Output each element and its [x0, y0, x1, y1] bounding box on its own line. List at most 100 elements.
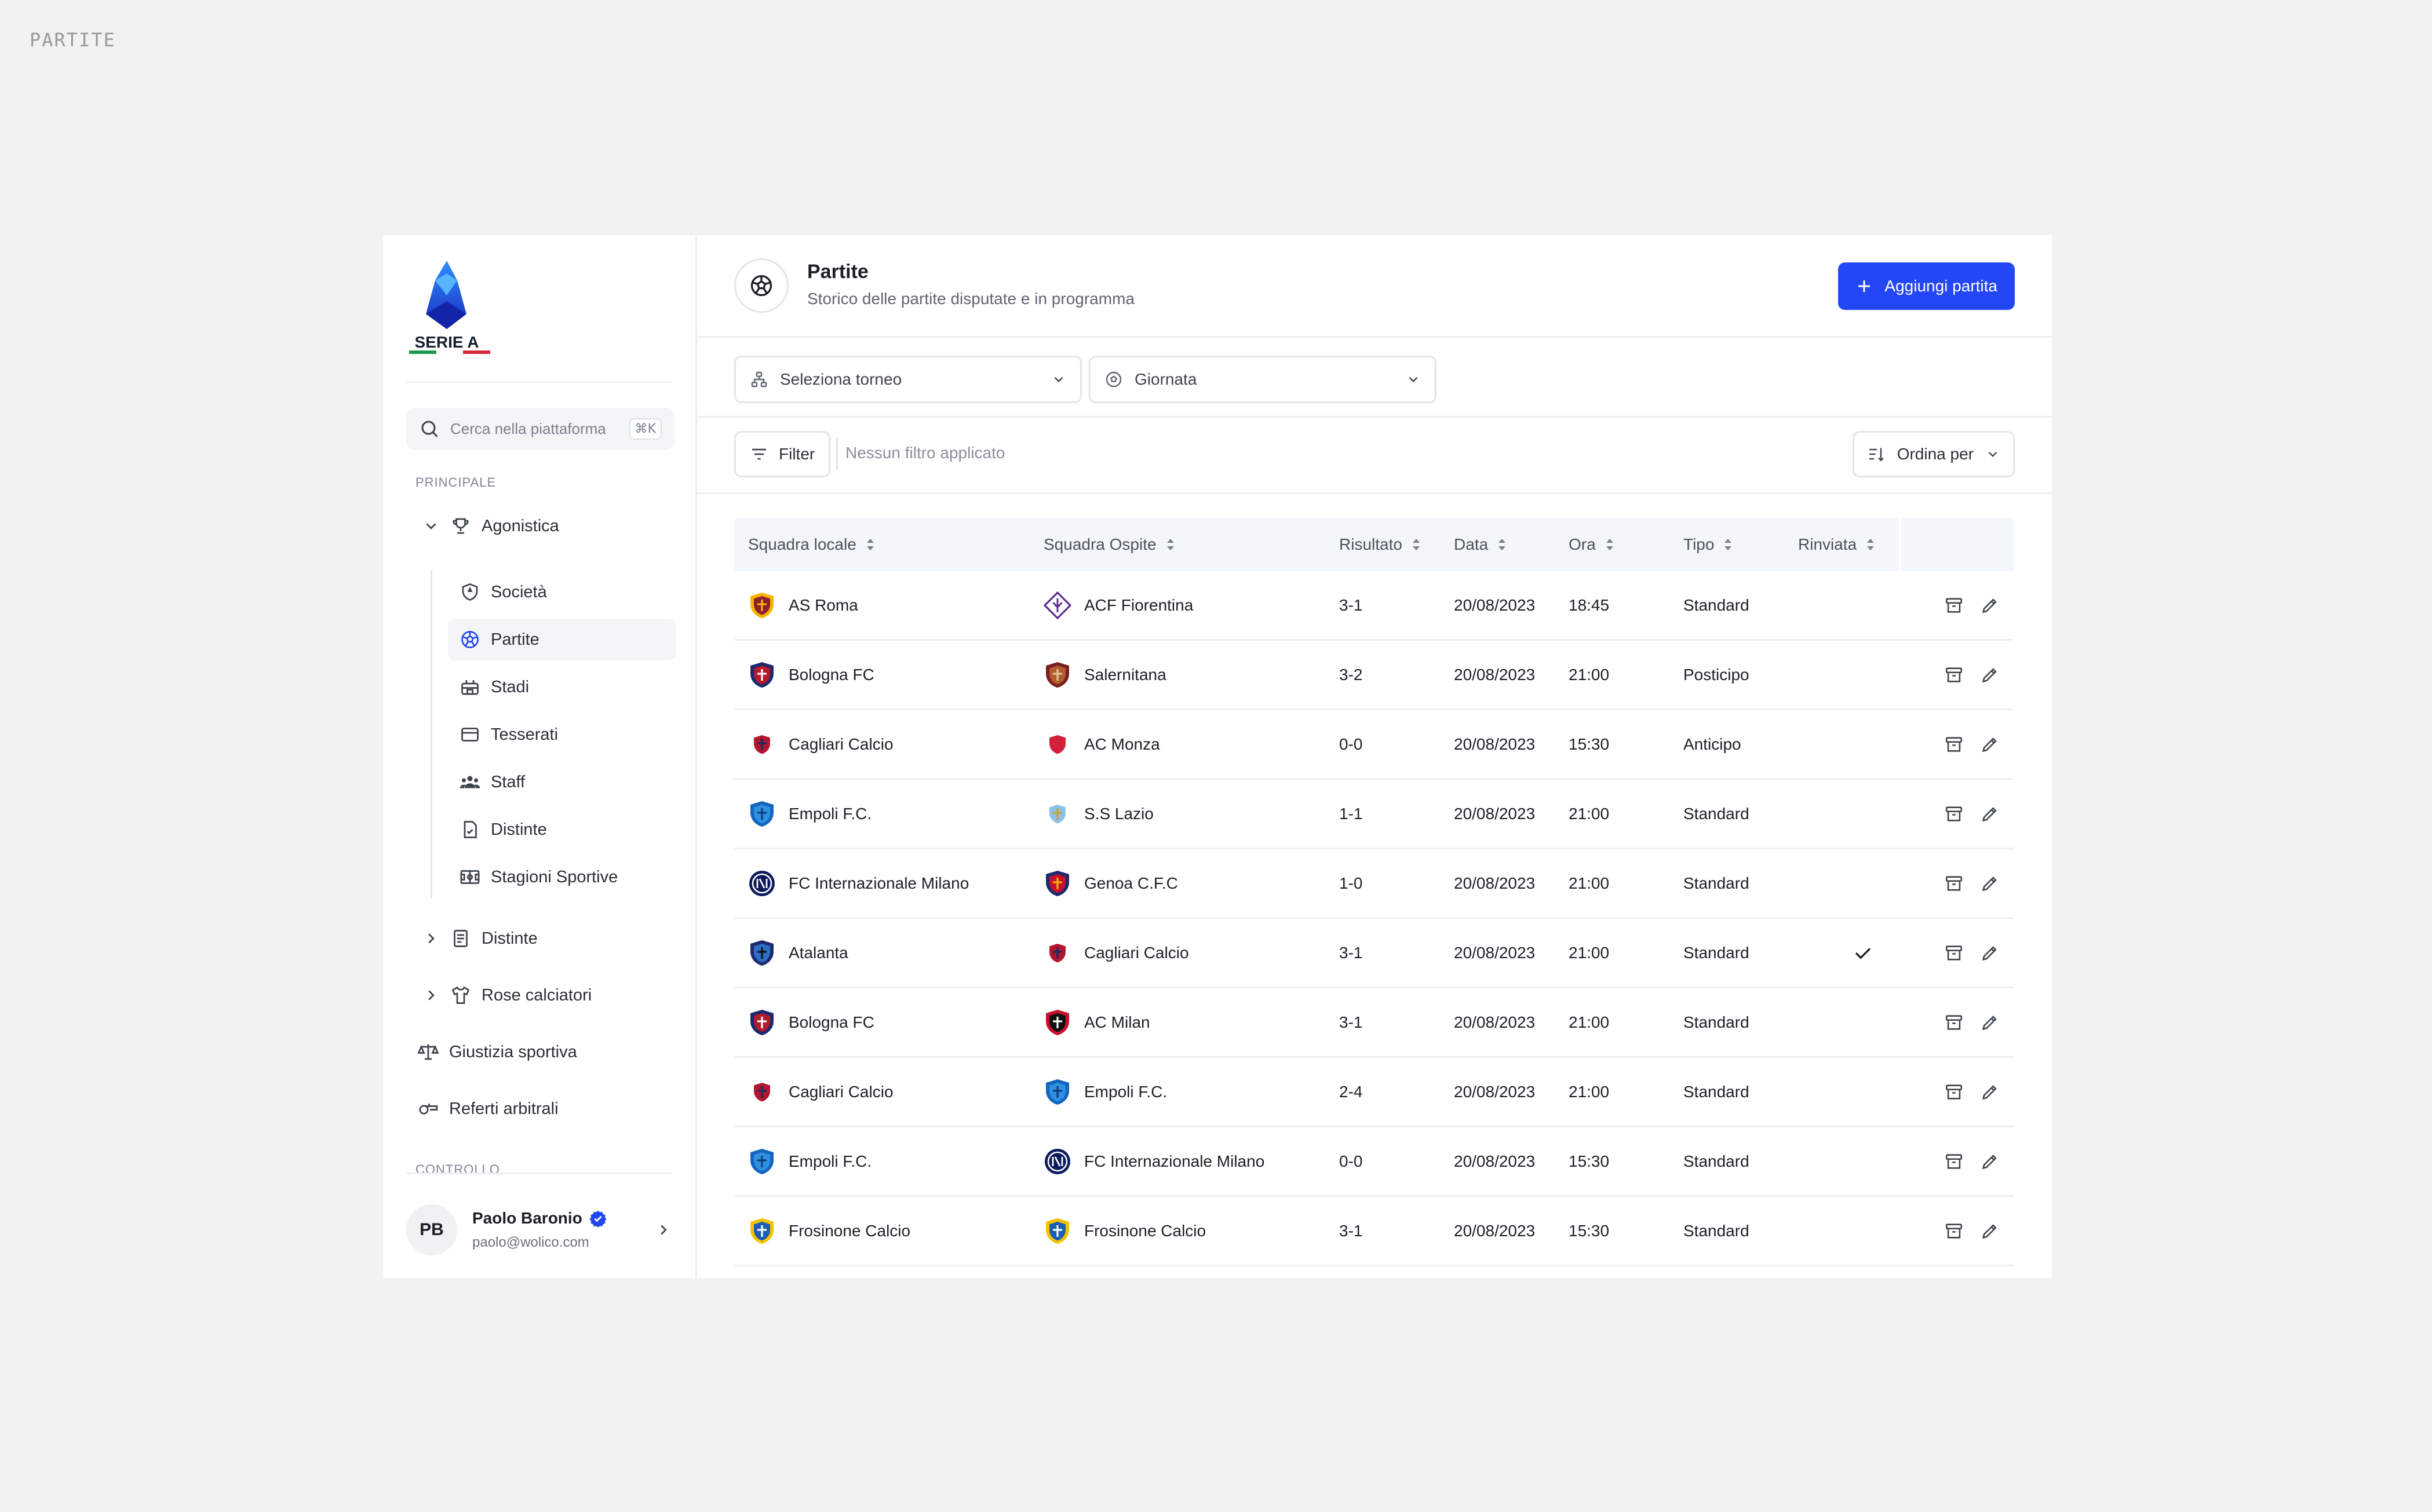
plus-icon [1858, 280, 1871, 292]
nav-tesserati-label: Tesserati [491, 725, 559, 744]
nav-rose-calciatori[interactable]: Rose calciatori [422, 974, 592, 1016]
check-icon [1855, 947, 1871, 959]
tournament-select[interactable]: Seleziona torneo [734, 356, 1082, 403]
table-row[interactable]: Empoli F.C. FC Internazionale Milano 0-0… [734, 1127, 2014, 1197]
away-team-name: AC Milan [1084, 1013, 1150, 1031]
col-header-away[interactable]: Squadra Ospite [1044, 518, 1177, 571]
date-cell: 20/08/2023 [1454, 804, 1536, 823]
soccer-ball-icon [750, 275, 772, 297]
brand-tricolor [409, 350, 491, 354]
search-input[interactable]: Cerca nella piattaforma [450, 419, 606, 437]
edit-button[interactable] [1980, 571, 2000, 639]
archive-button[interactable] [1944, 1127, 1964, 1195]
table-row[interactable]: Cagliari Calcio Empoli F.C. 2-4 20/08/20… [734, 1058, 2014, 1127]
pencil-icon [1982, 737, 1997, 752]
sort-arrows-icon [1166, 539, 1174, 550]
archive-button[interactable] [1944, 641, 1964, 708]
matchday-select[interactable]: Giornata [1089, 356, 1436, 403]
table-row[interactable]: Atalanta Cagliari Calcio 3-1 20/08/2023 … [734, 919, 2014, 988]
edit-button[interactable] [1980, 988, 2000, 1056]
date-cell: 20/08/2023 [1454, 735, 1536, 753]
archive-button[interactable] [1944, 988, 1964, 1056]
archive-button[interactable] [1944, 780, 1964, 848]
edit-button[interactable] [1980, 1058, 2000, 1126]
result-cell: 3-1 [1339, 943, 1363, 962]
nav-giustizia-sportiva[interactable]: Giustizia sportiva [418, 1031, 577, 1073]
archive-button[interactable] [1944, 919, 1964, 987]
verified-badge-icon [589, 1210, 607, 1227]
serie-a-logo[interactable]: SERIE A [409, 261, 495, 359]
platform-search[interactable]: Cerca nella piattaforma ⌘K [406, 408, 674, 450]
sort-arrows-icon [866, 539, 874, 550]
nav-staff-label: Staff [491, 772, 526, 791]
nav-rose-label: Rose calciatori [482, 985, 592, 1005]
edit-button[interactable] [1980, 710, 2000, 778]
sort-button[interactable]: Ordina per [1852, 431, 2015, 477]
edit-button[interactable] [1980, 1127, 2000, 1195]
nav-partite[interactable]: Partite [448, 619, 676, 660]
col-header-postponed[interactable]: Rinviata [1798, 518, 1877, 571]
edit-button[interactable] [1980, 780, 2000, 848]
edit-button[interactable] [1980, 849, 2000, 917]
table-row[interactable]: Frosinone Calcio Frosinone Calcio 3-1 20… [734, 1197, 2014, 1266]
nav-distinte-sub[interactable]: Distinte [448, 809, 676, 850]
nav-stagioni[interactable]: Stagioni Sportive [448, 856, 676, 898]
chevron-right-icon[interactable] [655, 1221, 672, 1239]
chevron-right-icon [428, 933, 435, 944]
away-team-cell: AC Milan [1044, 988, 1150, 1056]
nav-societa[interactable]: Società [448, 571, 676, 613]
user-profile[interactable]: PB Paolo Baronio paolo@wolico.com [406, 1198, 672, 1262]
home-team-name: Frosinone Calcio [789, 1221, 911, 1240]
nav-stadi[interactable]: Stadi [448, 666, 676, 708]
archive-button[interactable] [1944, 849, 1964, 917]
nav-staff[interactable]: Staff [448, 761, 676, 803]
date-cell: 20/08/2023 [1454, 1221, 1536, 1240]
pitch-icon [460, 870, 480, 884]
home-team-cell: Cagliari Calcio [748, 710, 894, 778]
nav-distinte[interactable]: Distinte [422, 918, 538, 959]
avatar: PB [406, 1204, 457, 1255]
nav-distinte-sub-label: Distinte [491, 820, 547, 839]
postponed-cell [1853, 919, 1873, 987]
col-header-type[interactable]: Tipo [1683, 518, 1735, 571]
archive-button[interactable] [1944, 1197, 1964, 1265]
away-team-name: Frosinone Calcio [1084, 1221, 1206, 1240]
archive-button[interactable] [1944, 571, 1964, 639]
chevron-down-icon [426, 523, 436, 529]
table-row[interactable]: Empoli F.C. S.S Lazio 1-1 20/08/2023 21:… [734, 780, 2014, 849]
nav-tesserati[interactable]: Tesserati [448, 714, 676, 755]
col-header-time[interactable]: Ora [1569, 518, 1617, 571]
frosinone-crest-icon [750, 1218, 774, 1244]
edit-button[interactable] [1980, 1197, 2000, 1265]
table-row[interactable]: FC Internazionale Milano Genoa C.F.C 1-0… [734, 849, 2014, 919]
app-window: SERIE A Cerca nella piattaforma ⌘K PRINC… [383, 235, 2052, 1278]
col-header-home[interactable]: Squadra locale [748, 518, 877, 571]
col-header-result[interactable]: Risultato [1339, 518, 1423, 571]
nav-referti-label: Referti arbitrali [449, 1099, 559, 1118]
nav-referti-arbitrali[interactable]: Referti arbitrali [418, 1088, 559, 1130]
search-icon [421, 421, 438, 437]
table-row[interactable]: Bologna FC AC Milan 3-1 20/08/2023 21:00… [734, 988, 2014, 1058]
filter-lines-icon [752, 448, 766, 460]
table-row[interactable]: Bologna FC Salernitana 3-2 20/08/2023 21… [734, 641, 2014, 710]
table-row[interactable]: AS Roma ACF Fiorentina 3-1 20/08/2023 18… [734, 571, 2014, 641]
brand-name: SERIE A [415, 333, 479, 351]
home-team-cell: Atalanta [748, 919, 848, 987]
edit-button[interactable] [1980, 919, 2000, 987]
edit-button[interactable] [1980, 641, 2000, 708]
away-team-name: Cagliari Calcio [1084, 943, 1189, 962]
archive-button[interactable] [1944, 710, 1964, 778]
result-cell: 3-1 [1339, 1013, 1363, 1031]
soccer-ball-icon [461, 631, 479, 648]
away-team-cell: Frosinone Calcio [1044, 1197, 1206, 1265]
chevron-right-icon [428, 990, 435, 1000]
archive-button[interactable] [1944, 1058, 1964, 1126]
nav-agonistica[interactable]: Agonistica [422, 505, 559, 547]
add-match-button[interactable]: Aggiungi partita [1838, 262, 2015, 310]
nav-agonistica-label: Agonistica [482, 516, 559, 535]
no-filter-text: Nessun filtro applicato [845, 444, 1005, 462]
filter-button[interactable]: Filter [734, 431, 831, 477]
time-cell: 21:00 [1569, 874, 1610, 892]
table-row[interactable]: Cagliari Calcio AC Monza 0-0 20/08/2023 … [734, 710, 2014, 780]
col-header-date[interactable]: Data [1454, 518, 1509, 571]
